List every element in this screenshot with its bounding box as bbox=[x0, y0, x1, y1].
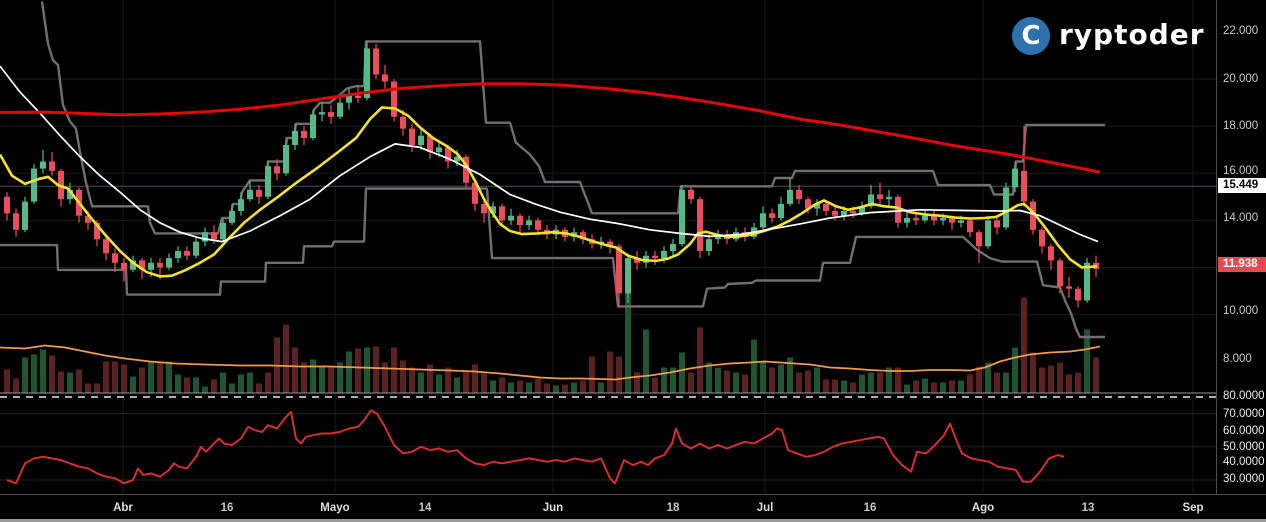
rsi-axis-label: 70.0000 bbox=[1223, 408, 1265, 420]
time-axis-label: Sep bbox=[1182, 502, 1204, 514]
ma-red-line bbox=[0, 82, 1101, 174]
time-axis-label: Abr bbox=[113, 502, 133, 514]
cryptoder-logo-icon: C bbox=[1012, 17, 1050, 55]
rsi-axis-label: 30.0000 bbox=[1223, 473, 1265, 485]
prev-close-badge: 15.449 bbox=[1218, 178, 1266, 193]
last-price-badge: 11.938 bbox=[1218, 257, 1266, 272]
volume-ma-line bbox=[0, 344, 1101, 381]
price-axis-label: 22.000 bbox=[1223, 25, 1259, 37]
price-axis[interactable]: 22.000 20.000 18.000 16.000 14.000 10.000 8.00… bbox=[1216, 0, 1266, 494]
rsi-axis-label: 40.0000 bbox=[1223, 456, 1265, 468]
time-axis-label: 13 bbox=[1081, 502, 1095, 514]
time-axis-label: 14 bbox=[418, 502, 432, 514]
price-axis-label: 18.000 bbox=[1223, 120, 1259, 132]
time-axis-label: Jul bbox=[756, 502, 774, 514]
bottom-edge-strip bbox=[0, 519, 1266, 522]
rsi-axis-label: 80.0000 bbox=[1223, 390, 1265, 402]
price-axis-label: 14.000 bbox=[1223, 212, 1259, 224]
price-axis-label: 16.000 bbox=[1223, 165, 1259, 177]
time-axis-label: Mayo bbox=[320, 502, 350, 514]
price-axis-label: 20.000 bbox=[1223, 73, 1259, 85]
channel-lower-line bbox=[0, 187, 1105, 339]
time-axis-label: 16 bbox=[863, 502, 877, 514]
rsi-axis-label: 50.0000 bbox=[1223, 441, 1265, 453]
time-axis-label: 16 bbox=[220, 502, 234, 514]
price-axis-label: 8.000 bbox=[1223, 353, 1252, 365]
time-axis-label: Ago bbox=[971, 502, 995, 514]
ma-white-line bbox=[0, 65, 1099, 243]
brand-name: ryptoder bbox=[1059, 17, 1205, 51]
time-axis[interactable]: Abr 16 Mayo 14 Jun 18 Jul 16 Ago 13 Sep bbox=[0, 494, 1266, 521]
time-axis-label: Jun bbox=[542, 502, 564, 514]
ma-yellow-line bbox=[0, 106, 1098, 278]
volume-series bbox=[4, 267, 1099, 393]
time-axis-label: 18 bbox=[666, 502, 680, 514]
rsi-line bbox=[6, 409, 1065, 485]
channel-upper-line bbox=[40, 1, 1105, 235]
brand-logo: C ryptoder bbox=[1012, 17, 1205, 55]
rsi-axis-label: 60.0000 bbox=[1223, 425, 1265, 437]
price-axis-label: 10.000 bbox=[1223, 305, 1259, 317]
